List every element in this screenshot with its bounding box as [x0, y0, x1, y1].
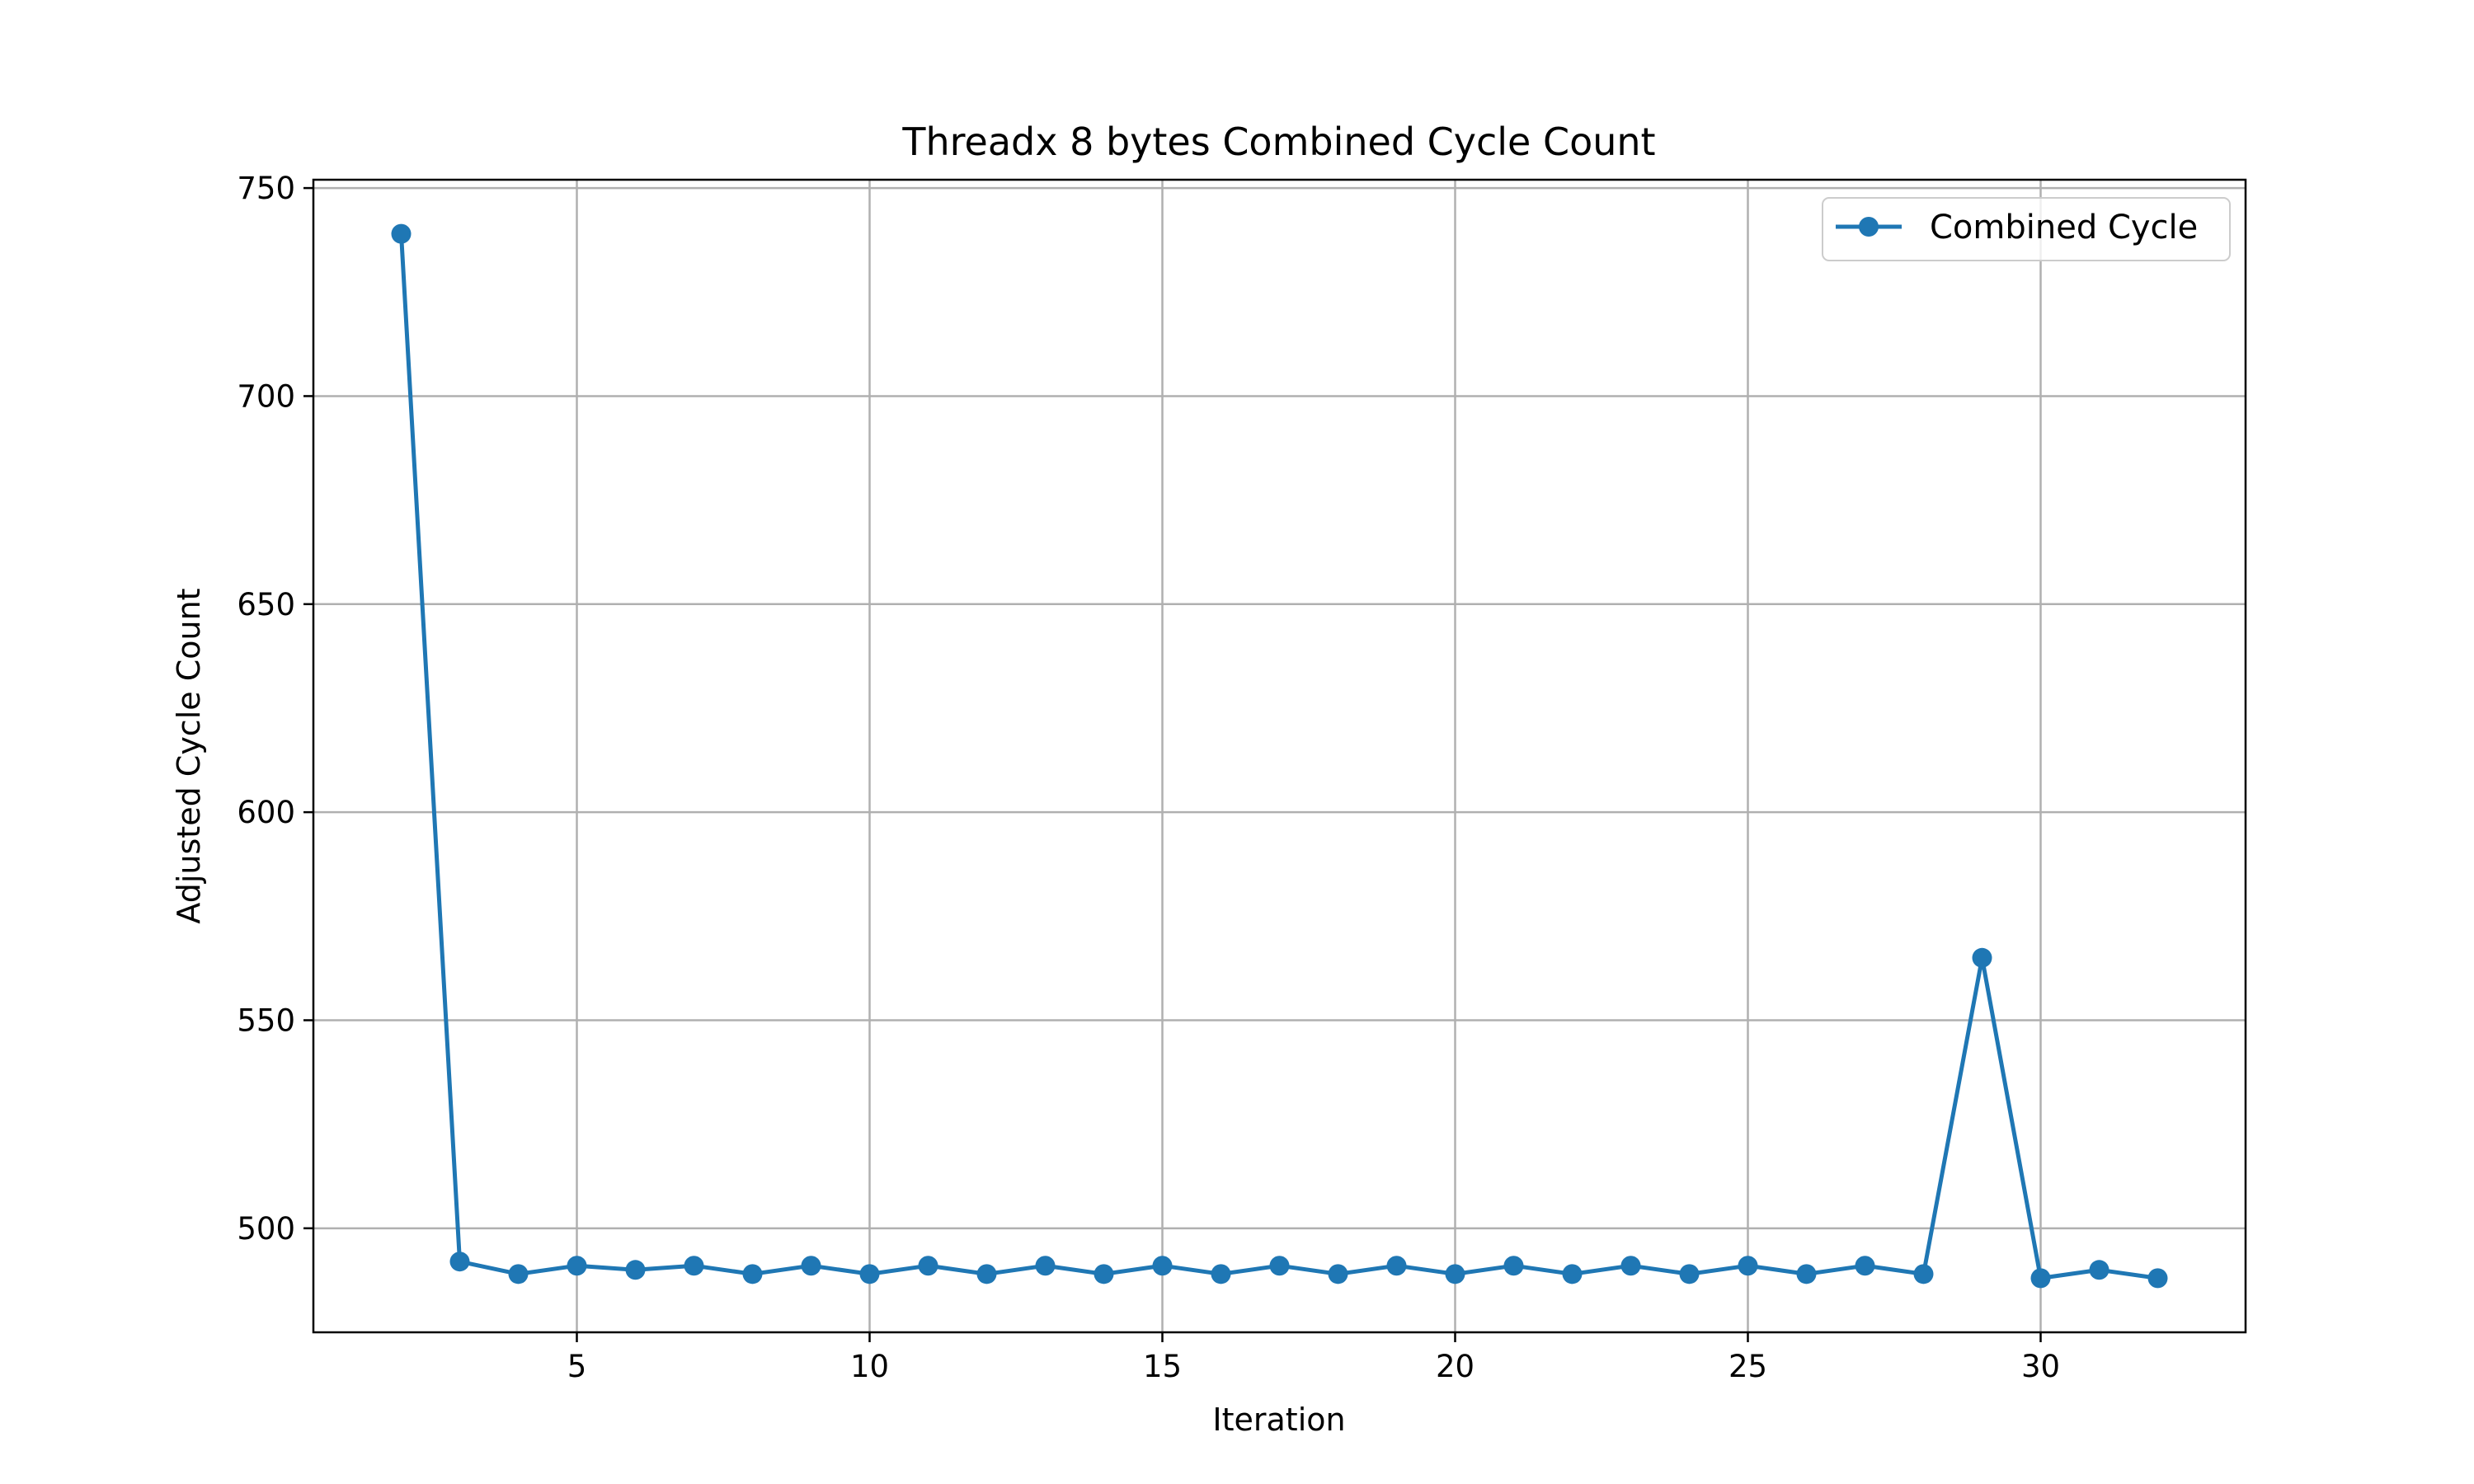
x-tick-label: 25 — [1729, 1349, 1767, 1384]
data-point — [1152, 1256, 1173, 1276]
data-point — [918, 1256, 938, 1276]
y-tick-label: 550 — [237, 1003, 295, 1038]
y-tick-label: 650 — [237, 587, 295, 622]
data-point — [1972, 947, 1992, 968]
data-point — [1386, 1256, 1407, 1276]
data-point — [1269, 1256, 1290, 1276]
data-point — [1679, 1264, 1700, 1284]
data-point — [1796, 1264, 1817, 1284]
legend-label-combined-cycle: Combined Cycle — [1930, 209, 2198, 247]
data-point — [2147, 1268, 2168, 1289]
data-point — [1620, 1256, 1641, 1276]
x-tick-label: 15 — [1143, 1349, 1182, 1384]
data-point — [508, 1264, 529, 1284]
data-point — [567, 1256, 587, 1276]
data-point — [1913, 1264, 1934, 1284]
data-point — [1503, 1256, 1524, 1276]
legend-marker-swatch — [1859, 217, 1879, 237]
data-point — [684, 1256, 704, 1276]
plot-frame — [312, 178, 2247, 1334]
data-point — [976, 1264, 997, 1284]
y-tick-label: 600 — [237, 795, 295, 830]
data-point — [1738, 1256, 1758, 1276]
data-point — [625, 1260, 646, 1280]
y-tick-label: 750 — [237, 171, 295, 206]
data-point — [1094, 1264, 1114, 1284]
data-point — [391, 223, 412, 244]
data-point — [859, 1264, 880, 1284]
data-point — [742, 1264, 763, 1284]
y-tick-label: 700 — [237, 378, 295, 414]
legend: Combined Cycle — [1822, 197, 2231, 261]
y-axis-label: Adjusted Cycle Count — [171, 588, 207, 923]
x-tick-label: 30 — [2021, 1349, 2060, 1384]
x-tick-label: 5 — [567, 1349, 587, 1384]
grid-lines — [313, 180, 2246, 1332]
data-point — [801, 1256, 821, 1276]
data-point — [449, 1252, 470, 1272]
data-point — [1562, 1264, 1583, 1284]
x-axis-label: Iteration — [1212, 1402, 1345, 1438]
legend-box — [1822, 197, 2231, 261]
data-point — [1445, 1264, 1465, 1284]
x-tick-label: 20 — [1436, 1349, 1475, 1384]
y-tick-label: 500 — [237, 1211, 295, 1247]
data-point — [2030, 1268, 2051, 1289]
series-group — [391, 223, 2168, 1289]
data-point — [1035, 1256, 1056, 1276]
x-tick-label: 10 — [850, 1349, 889, 1384]
data-point — [2089, 1260, 2109, 1280]
axis-ticks: 5 10 15 20 25 30 500 550 600 650 700 750 — [237, 171, 2060, 1384]
data-point — [1855, 1256, 1875, 1276]
data-point — [1328, 1264, 1348, 1284]
data-point — [1211, 1264, 1231, 1284]
chart-title: Threadx 8 bytes Combined Cycle Count — [901, 120, 1655, 164]
